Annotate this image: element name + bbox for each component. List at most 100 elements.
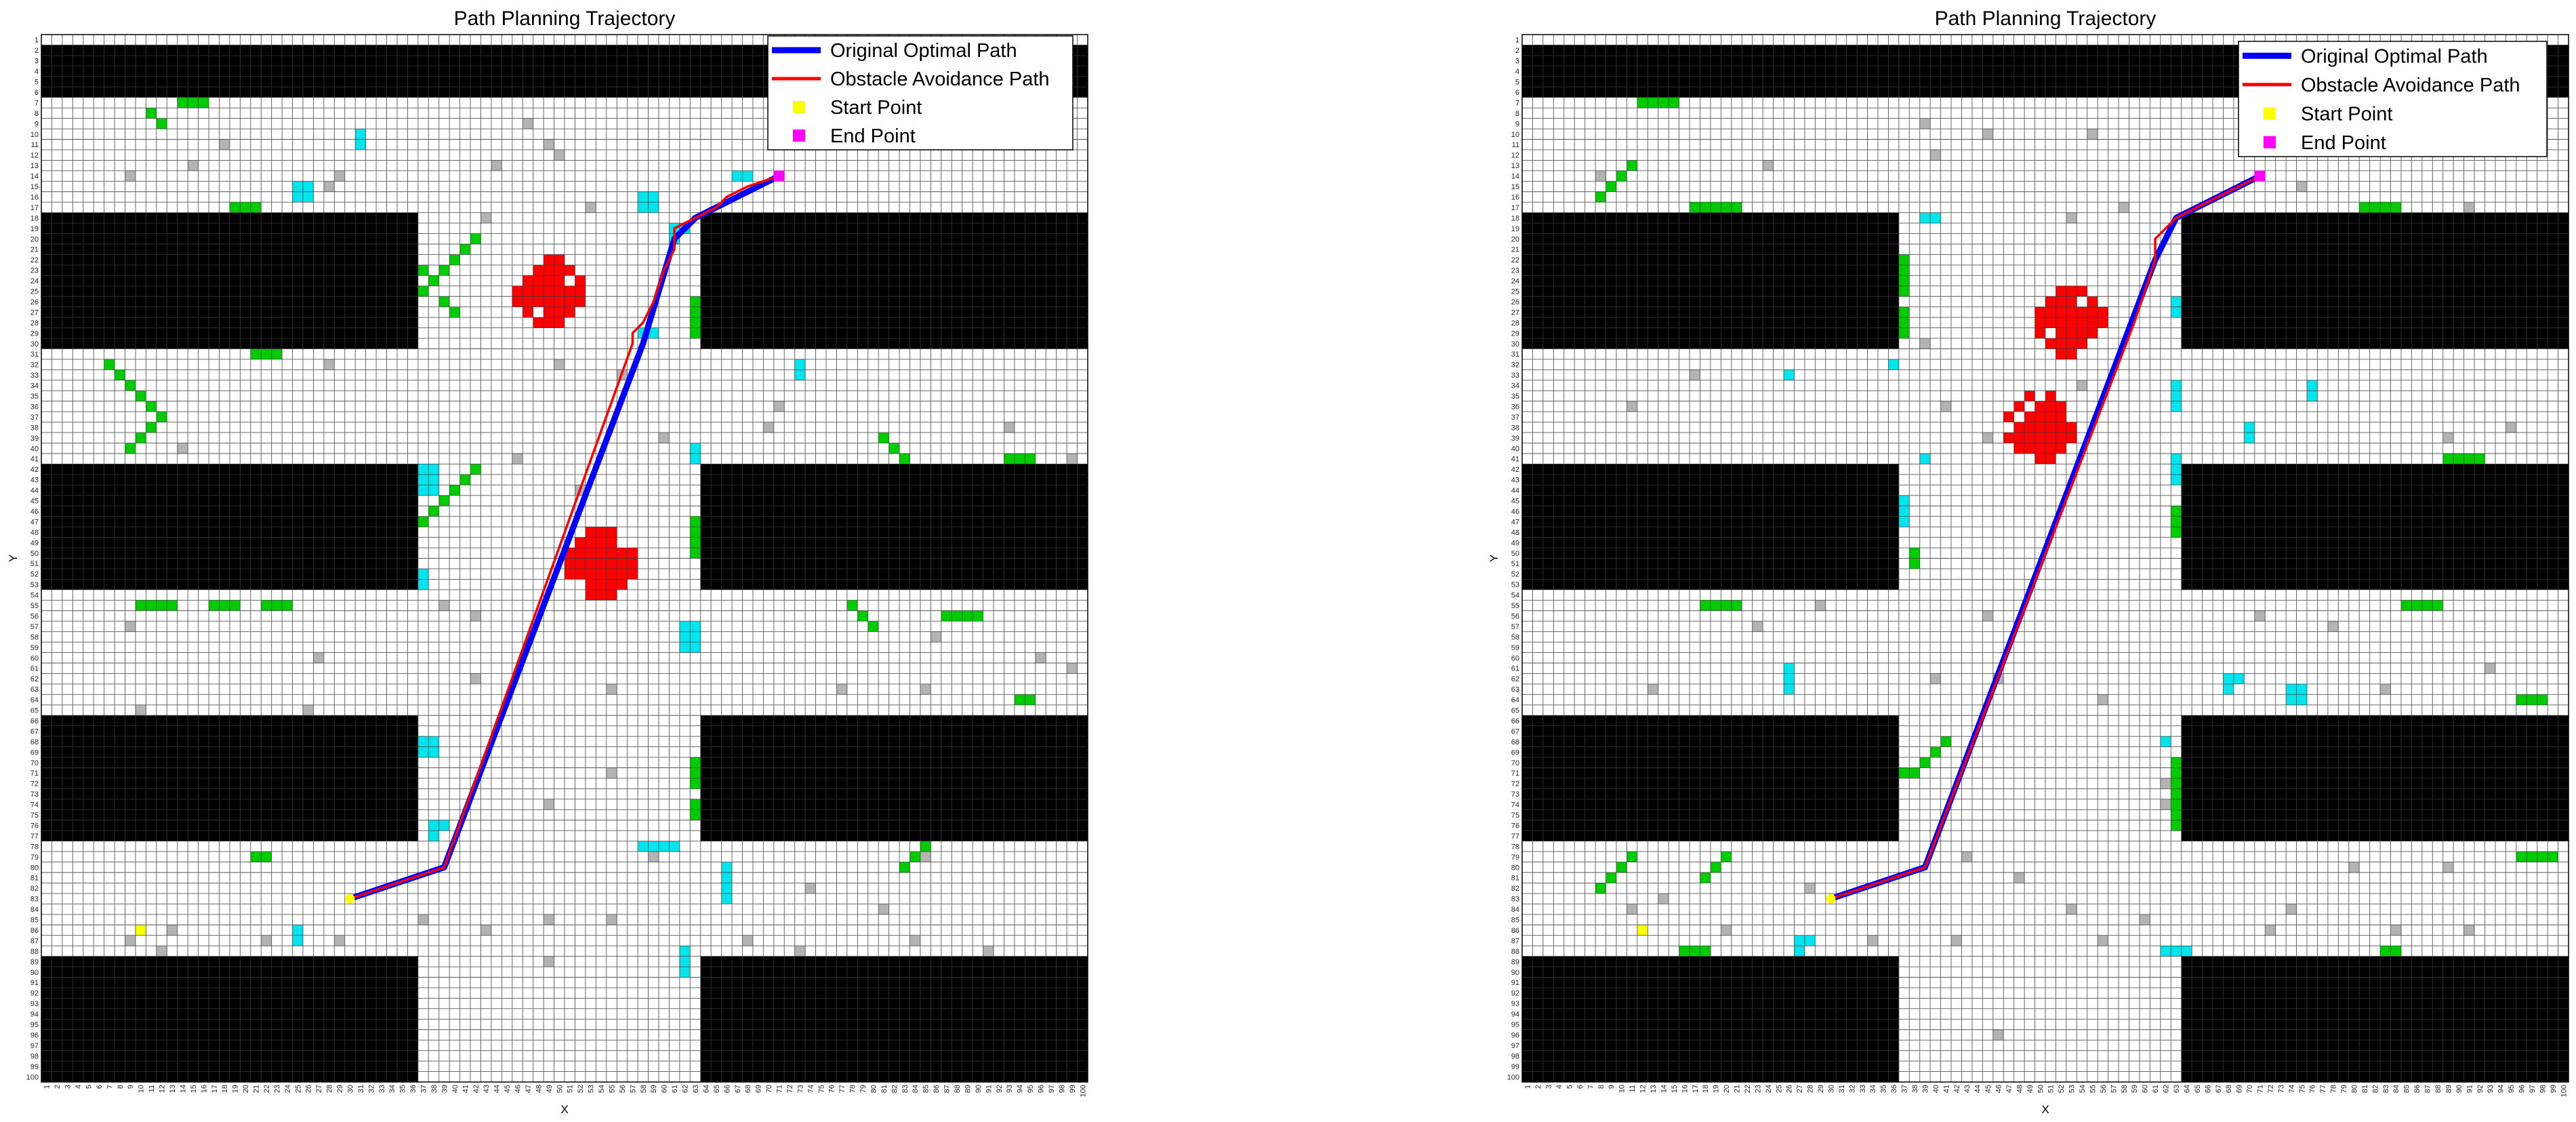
dynamic-obstacle-cell	[2066, 285, 2077, 297]
x-tick-label: 59	[650, 1085, 658, 1093]
x-tick-label: 49	[2026, 1085, 2035, 1093]
yellow-marker-cell	[135, 925, 146, 936]
obstacle-avoidance-path	[349, 174, 780, 900]
green-obstacle-cell	[1606, 873, 1616, 883]
dynamic-obstacle-cell	[585, 527, 596, 538]
static-obstacle-cell	[2506, 422, 2516, 433]
y-tick-label: 82	[30, 885, 39, 893]
y-tick-label: 75	[30, 812, 39, 820]
cyan-obstacle-cell	[2171, 474, 2182, 485]
green-obstacle-cell	[282, 600, 293, 611]
dynamic-obstacle-cell	[617, 568, 628, 580]
y-tick-label: 8	[35, 110, 39, 118]
x-tick-label: 64	[2183, 1085, 2191, 1093]
dynamic-obstacle-cell	[544, 264, 554, 276]
x-tick-label: 22	[1744, 1085, 1752, 1093]
y-tick-label: 78	[1511, 843, 1519, 851]
dynamic-obstacle-cell	[2024, 422, 2035, 433]
x-tick-label: 89	[964, 1085, 972, 1093]
x-tick-label: 78	[2330, 1085, 2338, 1093]
legend-label: Obstacle Avoidance Path	[830, 68, 1050, 90]
y-tick-label: 26	[30, 298, 39, 306]
y-tick-label: 83	[30, 896, 39, 904]
y-tick-label: 96	[30, 1031, 39, 1039]
obstacle-avoidance-path	[1830, 175, 2261, 900]
static-obstacle-cell	[303, 704, 314, 716]
y-tick-label: 10	[30, 131, 39, 139]
static-obstacle-cell	[742, 935, 753, 946]
static-obstacle-cell	[544, 956, 554, 967]
static-obstacle-cell	[544, 799, 554, 810]
x-tick-label: 69	[2236, 1085, 2244, 1093]
y-tick-label: 24	[1511, 277, 1519, 285]
static-obstacle-cell	[983, 946, 994, 957]
cyan-obstacle-cell	[679, 946, 691, 957]
green-obstacle-cell	[1940, 736, 1952, 747]
cyan-obstacle-cell	[2223, 673, 2234, 684]
static-obstacle-cell	[606, 914, 617, 925]
y-tick-label: 84	[1511, 906, 1519, 914]
y-tick-label: 31	[1511, 350, 1519, 359]
static-obstacle-cell	[2442, 433, 2454, 443]
cyan-obstacle-cell	[2181, 946, 2192, 957]
static-obstacle-cell	[188, 160, 199, 171]
cyan-obstacle-cell	[732, 170, 743, 182]
x-tick-label: 43	[483, 1085, 491, 1093]
plot-frame	[1521, 34, 2569, 1083]
x-tick-label: 62	[2163, 1085, 2171, 1093]
x-tick-label: 66	[723, 1085, 731, 1093]
static-obstacle-cell	[512, 454, 523, 464]
cyan-obstacle-cell	[638, 202, 649, 213]
legend-label: Original Optimal Path	[2301, 45, 2488, 67]
y-tick-label: 51	[30, 560, 39, 568]
y-tick-label: 61	[30, 665, 39, 673]
y-tick-label: 86	[30, 927, 39, 935]
y-tick-label: 13	[30, 162, 39, 170]
cyan-obstacle-cell	[417, 579, 429, 590]
static-obstacle-cell	[2390, 925, 2401, 936]
x-tick-label: 45	[504, 1085, 512, 1093]
green-obstacle-cell	[438, 264, 450, 276]
green-obstacle-cell	[2171, 778, 2182, 789]
dynamic-obstacle-cell	[533, 317, 544, 328]
static-obstacle-cell	[2066, 212, 2077, 224]
y-tick-label: 11	[1512, 141, 1519, 149]
y-tick-label: 100	[26, 1073, 39, 1081]
green-obstacle-cell	[438, 296, 450, 307]
cyan-obstacle-cell	[679, 967, 691, 978]
y-tick-label: 94	[30, 1011, 39, 1019]
dynamic-obstacle-cell	[512, 285, 523, 297]
x-tick-label: 15	[190, 1085, 198, 1093]
green-obstacle-cell	[941, 610, 952, 622]
x-tick-label: 52	[577, 1085, 585, 1093]
dynamic-obstacle-cell	[2045, 317, 2056, 328]
static-obstacle-cell	[1595, 170, 1606, 182]
dynamic-obstacle-cell	[575, 548, 586, 559]
x-tick-label: 7	[1587, 1085, 1595, 1089]
dynamic-obstacle-cell	[523, 275, 533, 286]
cyan-obstacle-cell	[742, 170, 753, 182]
y-tick-label: 3	[1515, 58, 1519, 66]
x-tick-label: 63	[692, 1085, 700, 1093]
green-obstacle-cell	[1930, 746, 1941, 758]
green-obstacle-cell	[209, 600, 220, 611]
y-tick-label: 30	[30, 340, 39, 348]
x-tick-label: 19	[1713, 1085, 1721, 1093]
x-tick-label: 68	[2225, 1085, 2233, 1093]
green-obstacle-cell	[2400, 600, 2412, 611]
static-obstacle-cell	[1035, 652, 1046, 663]
y-tick-label: 81	[30, 875, 39, 883]
y-tick-label: 38	[1511, 424, 1519, 432]
y-tick-label: 57	[30, 623, 39, 631]
y-tick-label: 72	[30, 780, 39, 788]
static-obstacle-cell	[554, 359, 565, 370]
y-tick-label: 67	[30, 727, 39, 736]
dynamic-obstacle-cell	[2066, 306, 2077, 318]
green-obstacle-cell	[146, 108, 157, 119]
static-obstacle-cell	[470, 610, 481, 622]
y-tick-label: 42	[30, 466, 39, 474]
x-tick-label: 26	[1786, 1085, 1794, 1093]
static-obstacle-cell	[1067, 663, 1078, 674]
dynamic-obstacle-cell	[627, 558, 638, 569]
y-tick-label: 4	[1515, 68, 1519, 76]
